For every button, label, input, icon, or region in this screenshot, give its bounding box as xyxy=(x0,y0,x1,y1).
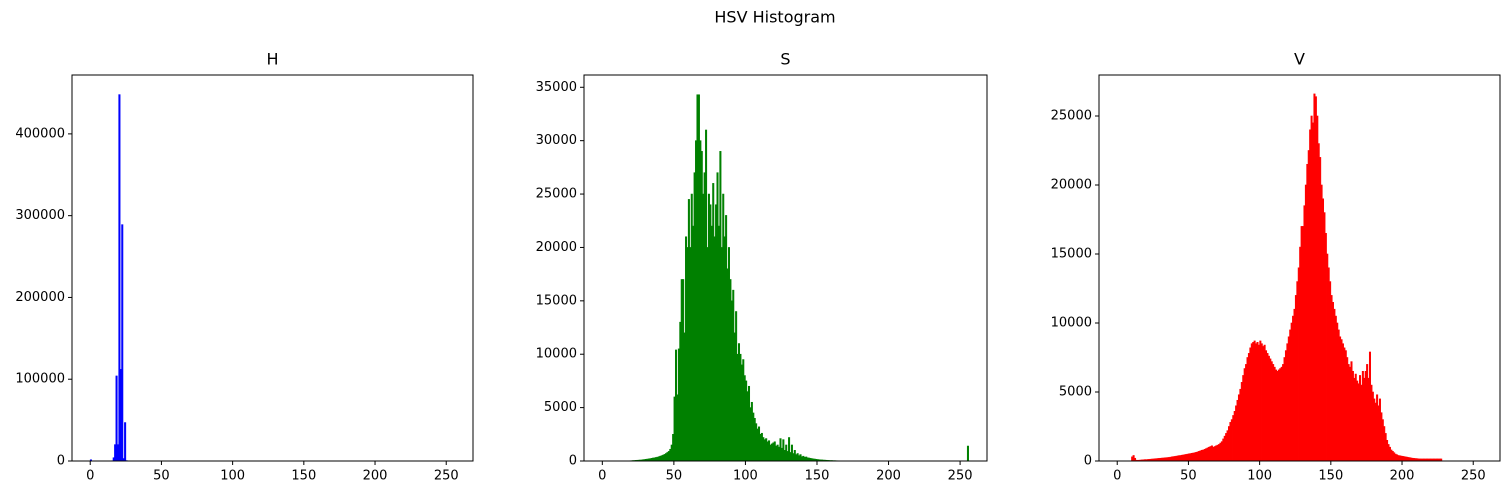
y-tick-label: 100000 xyxy=(15,372,65,387)
y-tick-label: 200000 xyxy=(15,290,65,305)
y-tick-label: 10000 xyxy=(536,347,577,362)
x-tick-label: 0 xyxy=(1113,469,1121,484)
axes-title: S xyxy=(780,50,790,69)
y-tick-label: 10000 xyxy=(1051,315,1092,330)
y-tick-label: 5000 xyxy=(544,400,577,415)
y-tick-label: 20000 xyxy=(1051,177,1092,192)
y-tick-label: 25000 xyxy=(1051,108,1092,123)
axes-title: H xyxy=(266,50,278,69)
x-tick-label: 200 xyxy=(1390,469,1415,484)
histogram-bar xyxy=(966,445,969,462)
x-tick-label: 100 xyxy=(1247,469,1272,484)
y-tick-label: 15000 xyxy=(536,293,577,308)
y-tick-label: 15000 xyxy=(1051,246,1092,261)
x-tick-label: 200 xyxy=(876,469,901,484)
x-tick-label: 150 xyxy=(805,469,830,484)
y-tick-label: 35000 xyxy=(536,80,577,95)
y-tick-label: 400000 xyxy=(15,126,65,141)
x-tick-label: 150 xyxy=(1318,469,1343,484)
x-tick-label: 250 xyxy=(434,469,459,484)
x-tick-label: 150 xyxy=(291,469,316,484)
axes-title: V xyxy=(1294,50,1305,69)
x-tick-label: 100 xyxy=(733,469,758,484)
y-tick-label: 30000 xyxy=(536,133,577,148)
y-tick-label: 0 xyxy=(57,454,65,469)
x-tick-label: 0 xyxy=(598,469,606,484)
axes-frame xyxy=(71,74,474,462)
histogram-bar xyxy=(124,422,127,462)
figure-title: HSV Histogram xyxy=(714,8,835,27)
x-tick-label: 50 xyxy=(666,469,683,484)
y-tick-label: 300000 xyxy=(15,208,65,223)
x-tick-label: 250 xyxy=(948,469,973,484)
y-tick-label: 5000 xyxy=(1059,384,1092,399)
axes-frame xyxy=(1098,74,1501,462)
x-tick-label: 100 xyxy=(220,469,245,484)
histogram-bar xyxy=(121,224,124,462)
y-tick-label: 0 xyxy=(1084,454,1092,469)
y-tick-label: 0 xyxy=(569,454,577,469)
x-tick-label: 0 xyxy=(86,469,94,484)
axes-frame xyxy=(583,74,988,462)
y-tick-label: 20000 xyxy=(536,240,577,255)
x-tick-label: 250 xyxy=(1461,469,1486,484)
x-tick-label: 50 xyxy=(1180,469,1197,484)
y-tick-label: 25000 xyxy=(536,187,577,202)
x-tick-label: 200 xyxy=(363,469,388,484)
x-tick-label: 50 xyxy=(153,469,170,484)
